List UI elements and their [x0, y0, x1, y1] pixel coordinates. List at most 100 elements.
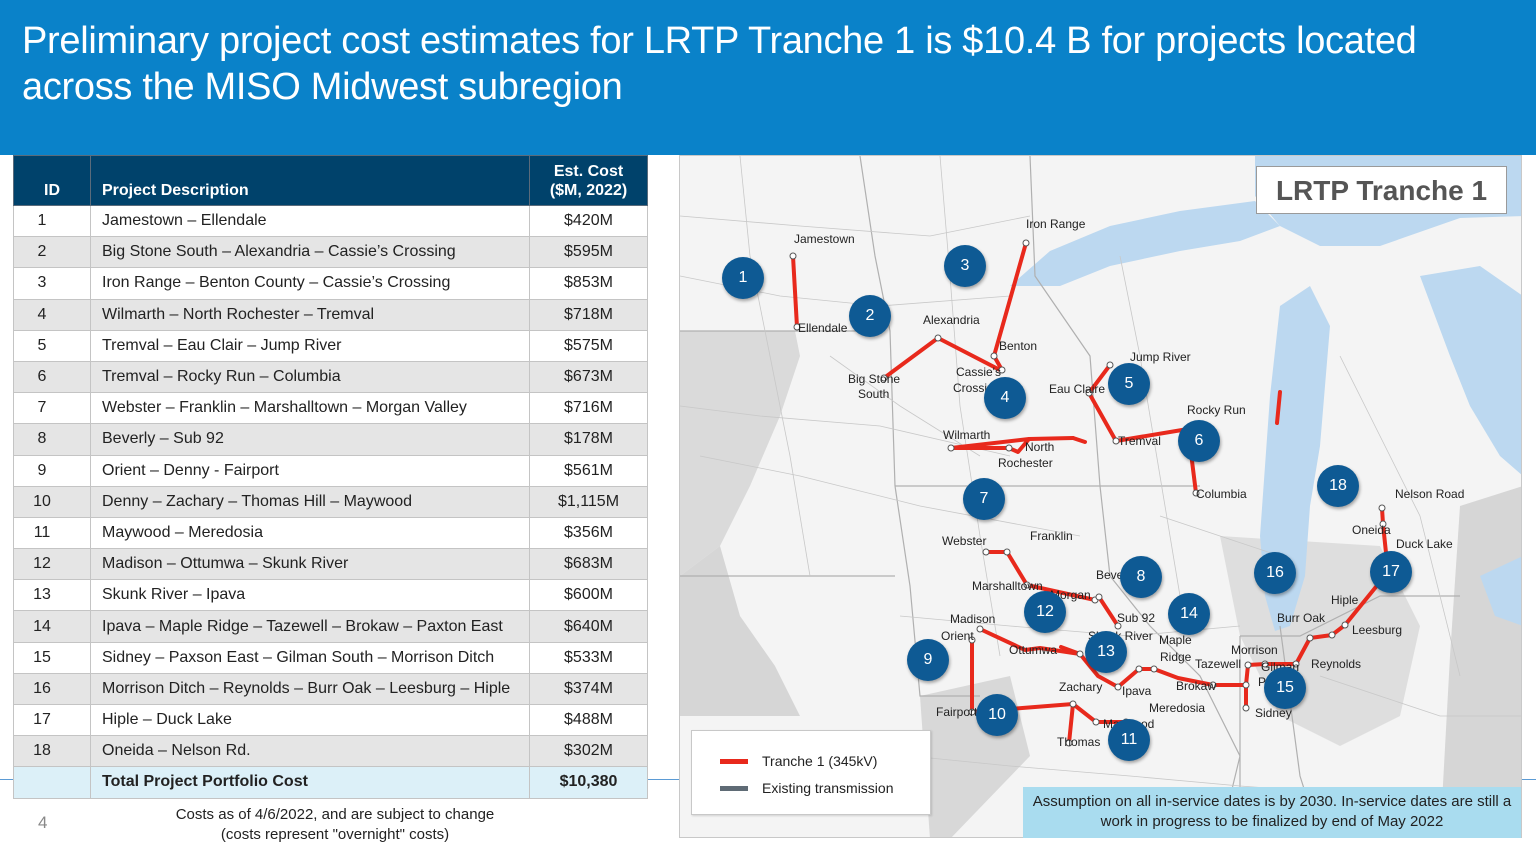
cell-cost: $716M: [529, 392, 648, 425]
table-row: 11 Maywood – Meredosia $356M: [13, 516, 648, 550]
map-place-label: Zachary: [1059, 680, 1103, 694]
table-row: 3 Iron Range – Benton County – Cassie’s C…: [13, 267, 648, 300]
map-place-label: Rochester: [998, 456, 1053, 470]
cell-id: [13, 766, 91, 799]
map-place-label: Oneida: [1352, 523, 1391, 537]
cell-description: Morrison Ditch – Reynolds – Burr Oak – L…: [90, 672, 530, 706]
map-place-label: Big Stone: [848, 372, 901, 386]
map-place-label: Wilmarth: [943, 428, 991, 442]
cell-id: 12: [13, 548, 91, 581]
cell-cost: $718M: [529, 298, 648, 331]
table-row: 10 Denny – Zachary – Thomas Hill – Maywoo…: [13, 485, 648, 518]
map-place-label: Duck Lake: [1396, 537, 1453, 551]
map-place-label: Brokaw: [1176, 679, 1217, 693]
cell-id: 3: [13, 267, 91, 300]
map-place-label: Tazewell: [1195, 657, 1242, 671]
cell-id: 15: [13, 641, 91, 674]
map-place-label: Ellendale: [798, 321, 848, 335]
map-place-label: Ipava: [1122, 684, 1152, 698]
cell-id: 9: [13, 454, 91, 487]
map-place-label: Sidney: [1255, 706, 1292, 720]
table-row: 14 Ipava – Maple Ridge – Tazewell – Broka…: [13, 610, 648, 643]
cell-description: Hiple – Duck Lake: [90, 703, 530, 737]
map-place-label: Ottumwa: [1009, 643, 1058, 657]
cell-cost: $356M: [529, 516, 648, 550]
project-marker-7: 7: [963, 478, 1005, 520]
map-place-label: Jump River: [1130, 350, 1191, 364]
total-row: Total Project Portfolio Cost $10,380: [13, 766, 648, 799]
map-place-label: Alexandria: [923, 313, 980, 327]
map-place-label: Eau Claire: [1049, 382, 1106, 396]
slide-title: Preliminary project cost estimates for L…: [22, 20, 1417, 108]
map-place-label: Morrison: [1231, 643, 1278, 657]
total-cost: $10,380: [529, 766, 648, 799]
table-row: 8 Beverly – Sub 92 $178M: [13, 423, 648, 456]
project-marker-6: 6: [1178, 420, 1220, 462]
map-place-label: South: [858, 387, 890, 401]
cell-description: Orient – Denny - Fairport: [90, 454, 530, 487]
in-service-note: Assumption on all in-service dates is by…: [1023, 787, 1521, 838]
map-place-label: Tremval: [1118, 434, 1161, 448]
title-banner: Preliminary project cost estimates for L…: [0, 0, 1536, 155]
map-place-label: Burr Oak: [1277, 611, 1326, 625]
cell-id: 17: [13, 703, 91, 737]
cell-description: Jamestown – Ellendale: [90, 204, 530, 238]
table-row: 1 Jamestown – Ellendale $420M: [13, 204, 648, 238]
project-marker-12: 12: [1024, 591, 1066, 633]
cell-description: Wilmarth – North Rochester – Tremval: [90, 298, 530, 331]
project-marker-9: 9: [907, 639, 949, 681]
table-row: 9 Orient – Denny - Fairport $561M: [13, 454, 648, 487]
legend-swatch-red: [720, 758, 748, 764]
legend-swatch-gray: [720, 785, 748, 791]
cell-cost: $1,115M: [529, 485, 648, 518]
project-marker-5: 5: [1108, 363, 1150, 405]
cost-footnote: Costs as of 4/6/2022, and are subject to…: [175, 806, 495, 843]
map-place-label: Maple: [1159, 633, 1192, 647]
project-marker-3: 3: [944, 245, 986, 287]
project-marker-13: 13: [1085, 631, 1127, 673]
project-cost-table: ID Project Description Est. Cost ($M, 202…: [13, 155, 648, 799]
cell-id: 7: [13, 392, 91, 425]
cell-id: 2: [13, 236, 91, 269]
column-header-id: ID: [13, 155, 91, 206]
legend-item-tranche: Tranche 1 (345kV): [720, 751, 877, 771]
cell-description: Sidney – Paxson East – Gilman South – Mo…: [90, 641, 530, 674]
cell-description: Iron Range – Benton County – Cassie’s Cr…: [90, 267, 530, 300]
table-row: 2 Big Stone South – Alexandria – Cassie’s…: [13, 236, 648, 269]
table-row: 13 Skunk River – Ipava $600M: [13, 579, 648, 612]
table-row: 5 Tremval – Eau Clair – Jump River $575M: [13, 329, 648, 362]
cell-id: 6: [13, 360, 91, 394]
cell-description: Tremval – Eau Clair – Jump River: [90, 329, 530, 362]
map-place-label: Reynolds: [1311, 657, 1362, 671]
cell-description: Madison – Ottumwa – Skunk River: [90, 548, 530, 581]
table-row: 12 Madison – Ottumwa – Skunk River $683M: [13, 548, 648, 581]
lrtp-map: Jamestown Ellendale Iron Range Alexandria Be…: [679, 155, 1522, 838]
project-marker-14: 14: [1168, 593, 1210, 635]
cell-cost: $683M: [529, 548, 648, 581]
map-title: LRTP Tranche 1: [1256, 166, 1507, 214]
map-place-label: Thomas: [1057, 735, 1101, 749]
cell-cost: $575M: [529, 329, 648, 362]
cell-id: 13: [13, 579, 91, 612]
cell-id: 16: [13, 672, 91, 706]
cell-cost: $533M: [529, 641, 648, 674]
map-place-label: Jamestown: [794, 232, 855, 246]
cell-description: Webster – Franklin – Marshalltown – Morg…: [90, 392, 530, 425]
cell-description: Ipava – Maple Ridge – Tazewell – Brokaw …: [90, 610, 530, 643]
map-place-label: Webster: [942, 534, 987, 548]
total-label: Total Project Portfolio Cost: [90, 766, 530, 799]
map-place-label: North: [1025, 440, 1055, 454]
map-place-label: Iron Range: [1026, 217, 1086, 231]
map-place-label: Orient: [941, 629, 974, 643]
page-number: 4: [38, 813, 48, 832]
project-marker-4: 4: [984, 377, 1026, 419]
map-place-label: Franklin: [1030, 529, 1073, 543]
legend-item-existing: Existing transmission: [720, 778, 894, 798]
project-marker-10: 10: [976, 694, 1018, 736]
table-row: 4 Wilmarth – North Rochester – Tremval $71…: [13, 298, 648, 331]
cell-description: Tremval – Rocky Run – Columbia: [90, 360, 530, 394]
map-place-label: Ridge: [1160, 650, 1192, 664]
cell-id: 10: [13, 485, 91, 518]
project-marker-18: 18: [1317, 465, 1359, 507]
cell-cost: $853M: [529, 267, 648, 300]
